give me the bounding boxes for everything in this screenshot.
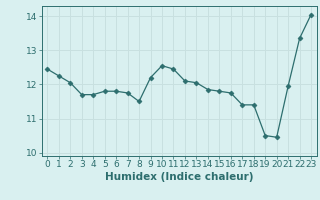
X-axis label: Humidex (Indice chaleur): Humidex (Indice chaleur) (105, 172, 253, 182)
